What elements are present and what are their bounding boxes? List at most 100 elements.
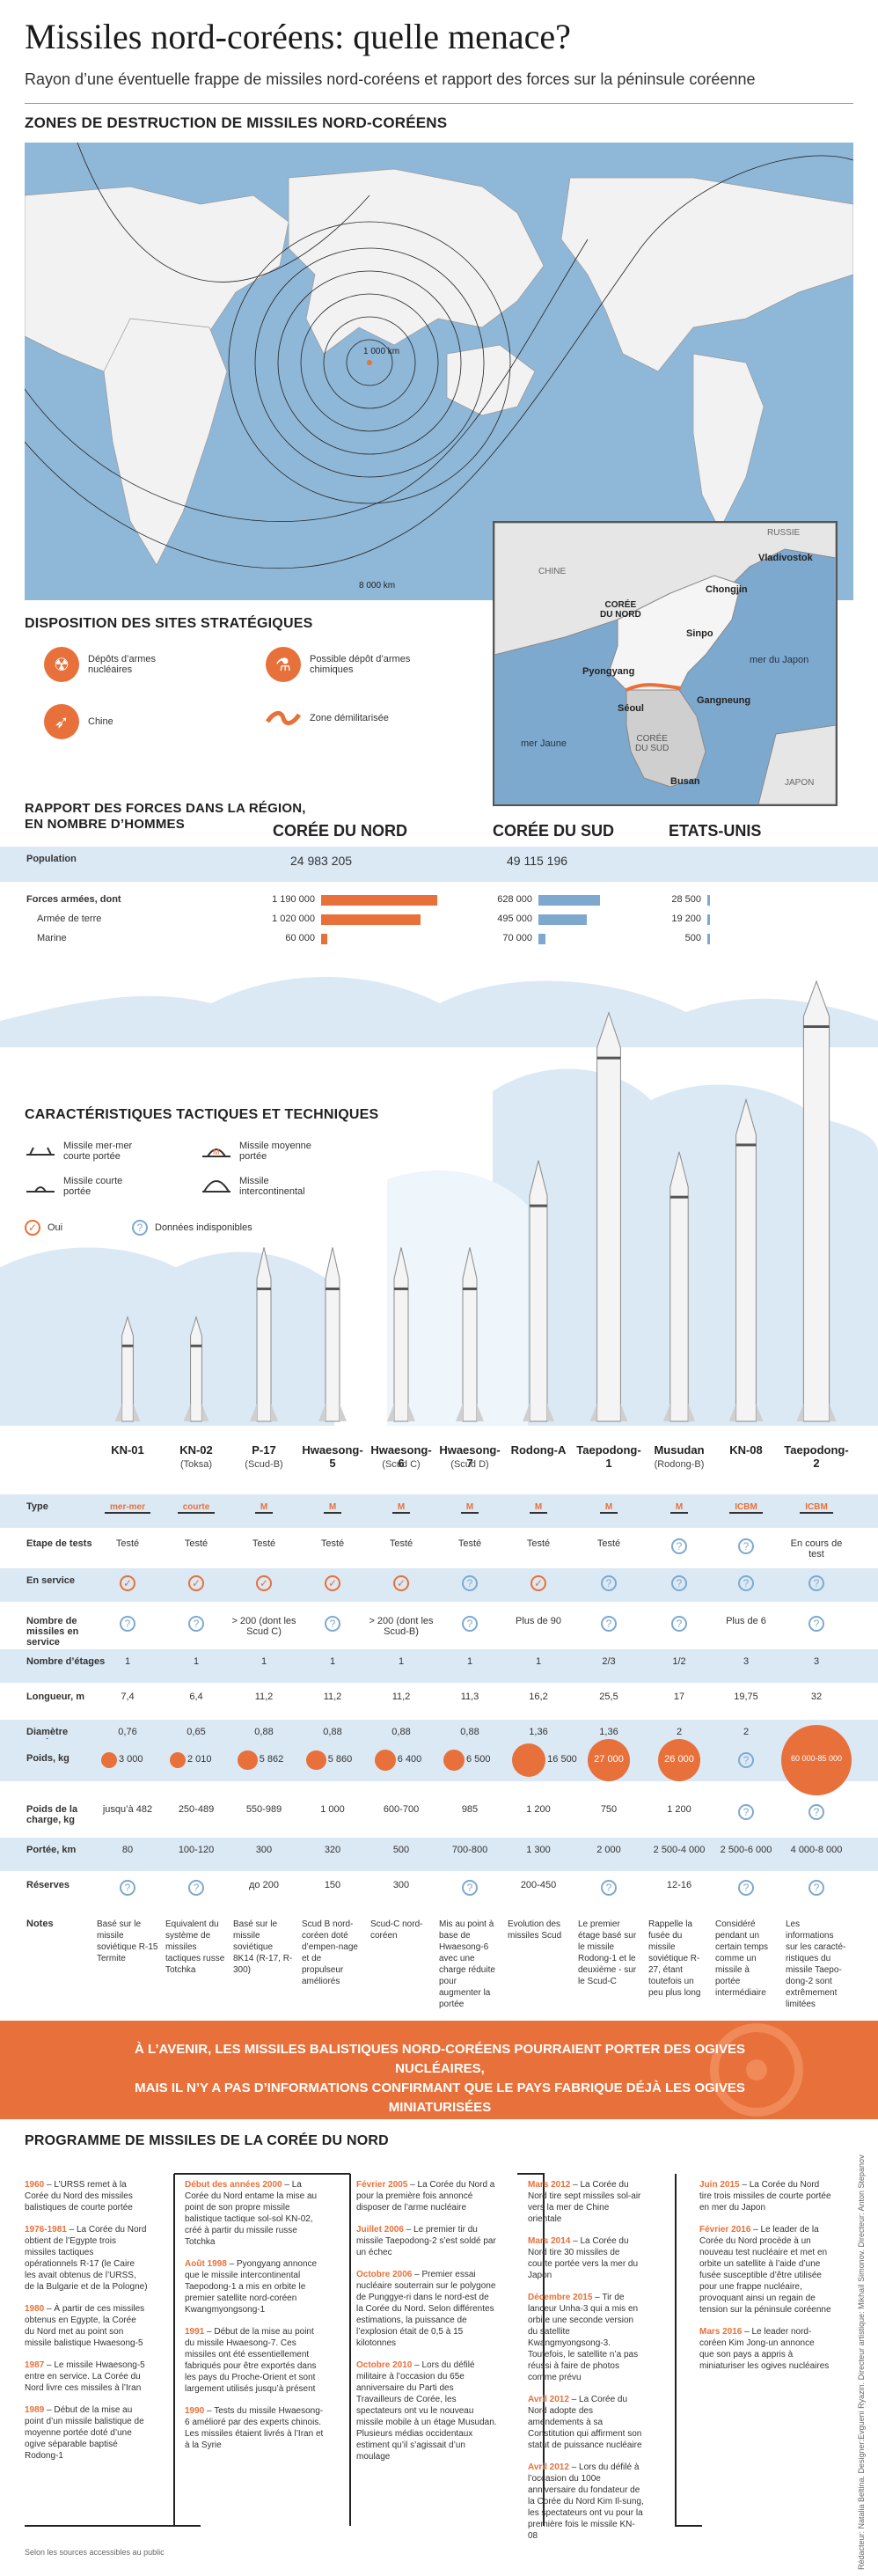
timeline-year: Décembre 2015: [528, 2293, 593, 2302]
timeline-year: Avril 2012: [528, 2395, 569, 2404]
missile-subname: (Scud-B): [245, 1459, 283, 1470]
tech-cell: 0,65: [187, 1727, 206, 1737]
forces-bar-sk: [538, 914, 587, 925]
flask-icon: ⚗: [266, 647, 301, 682]
tech-cell: 250-489: [178, 1804, 215, 1815]
question-icon: ?: [95, 1616, 160, 1632]
tech-cell: En cours de test: [790, 1538, 843, 1560]
question-icon: ?: [576, 1880, 641, 1896]
missile-note: Equivalent du système de missiles tactiq…: [165, 1919, 225, 1975]
missile-note: Scud B nord-coréen doté d’empen-nage et …: [302, 1919, 358, 1986]
tech-cell: Plus de 90: [516, 1616, 561, 1626]
program-column: Juin 2015 – La Corée du Nord tire trois …: [699, 2179, 831, 2382]
timeline-year: 1990: [185, 2406, 205, 2416]
medium-range-icon: M: [202, 1148, 230, 1157]
tech-row-label: Nombre de missiles en service: [26, 1616, 79, 1648]
weight-value: 3 000: [119, 1754, 143, 1765]
weight-bubble: [512, 1743, 546, 1778]
warning-text: À L’AVENIR, LES MISSILES BALISTIQUES NOR…: [135, 2042, 745, 2115]
tech-cell: 11,2: [391, 1692, 411, 1702]
label-chongjin: Chongjin: [706, 584, 748, 595]
missile-name: KN-08: [729, 1443, 763, 1457]
missile-icon: ➶: [44, 704, 79, 739]
missile-shape: [387, 1247, 415, 1422]
tech-cell: 0,88: [460, 1727, 479, 1737]
missile-illustrations: [0, 968, 878, 1426]
timeline-entry: Août 1998 – Pyongyang annonce que le mis…: [185, 2258, 324, 2315]
forces-bar-nk: [321, 914, 421, 925]
weight-value: 6 400: [397, 1754, 422, 1765]
tech-cell: 300: [392, 1880, 410, 1890]
missile-note: Le premier étage basé sur le missile Rod…: [578, 1919, 637, 1986]
timeline-year: Mars 2014: [528, 2236, 571, 2246]
weight-value: 5 860: [327, 1754, 353, 1765]
timeline-entry: 1976-1981 – La Corée du Nord obtient de …: [25, 2224, 148, 2293]
timeline-year: Février 2005: [356, 2180, 408, 2190]
missile-name: Hwaesong-6: [370, 1443, 432, 1470]
dmz-line-icon: [266, 711, 301, 725]
tech-cell: 4 000-8 000: [790, 1845, 843, 1855]
timeline-year: Début des années 2000: [185, 2180, 282, 2190]
missile-shape: [589, 1011, 628, 1422]
tech-row-label: Etape de tests: [26, 1538, 92, 1549]
missile-type-icon: M: [647, 1501, 712, 1514]
tech-cell: 200-450: [520, 1880, 557, 1890]
legend-china: ➶ Chine: [44, 704, 113, 739]
label-vladivostok: Vladivostok: [758, 553, 813, 563]
missile-note: Rappelle la fusée du missile soviétique …: [648, 1919, 701, 1998]
tech-cell: > 200 (dont les Scud-B): [369, 1616, 434, 1637]
label-gangneung: Gangneung: [697, 695, 751, 706]
tech-cell: 2 500-6 000: [720, 1845, 772, 1855]
timeline-entry: Février 2005 – La Corée du Nord a pour l…: [356, 2179, 497, 2213]
missile-name: Taepodong-1: [576, 1443, 641, 1470]
check-icon: ✓: [506, 1575, 571, 1591]
tech-cell: 0,88: [254, 1727, 274, 1737]
tech-cell: 11,2: [254, 1692, 274, 1702]
weight-row-band: [0, 1739, 878, 1781]
warning-banner: [0, 2021, 878, 2119]
tech-cell: 80: [121, 1845, 134, 1855]
missile-shape: [662, 1151, 696, 1422]
timeline-entry: Avril 2012 – La Corée du Nord adopte des…: [528, 2394, 644, 2451]
check-icon: ✓: [369, 1575, 434, 1591]
timeline-text: – Tests du missile Hwaesong-6 amélioré p…: [185, 2406, 324, 2450]
missile-type-icon: M: [437, 1501, 502, 1514]
timeline-text: – Le missile Hwaesong-5 entre en service…: [25, 2360, 145, 2393]
tech-cell: jusqu’à 482: [102, 1804, 153, 1815]
tech-cell: Testé: [457, 1538, 482, 1549]
question-icon: ?: [576, 1575, 641, 1591]
tech-cell: 3: [813, 1656, 820, 1667]
forces-bar-sk: [538, 934, 545, 944]
timeline-entry: 1990 – Tests du missile Hwaesong-6 améli…: [185, 2405, 324, 2451]
population-band: [0, 847, 878, 882]
missile-shape: [114, 1315, 141, 1422]
timeline-entry: Mars 2014 – La Corée du Nord tire 30 mis…: [528, 2235, 644, 2281]
tech-cell: 2: [743, 1727, 750, 1737]
question-icon: ?: [738, 1752, 754, 1768]
question-icon: ?: [647, 1575, 712, 1591]
timeline-entry: Juillet 2006 – Le premier tir du missile…: [356, 2224, 497, 2258]
weight-bubble: [781, 1725, 852, 1795]
forces-value-sk: 49 115 196: [507, 854, 568, 868]
forces-value-us: 28 500: [671, 894, 701, 905]
world-map: 1 000 km 8 000 km: [25, 143, 853, 600]
tech-row-label: Type: [26, 1501, 48, 1512]
forces-row-label: Marine: [37, 933, 67, 943]
timeline-entry: Octobre 2010 – Lors du défilé militaire …: [356, 2359, 497, 2462]
page-subtitle: Rayon d’une éventuelle frappe de missile…: [25, 70, 756, 88]
timeline-text: – Début de la mise au point d’un missile…: [25, 2405, 144, 2461]
timeline-year: Juin 2015: [699, 2180, 740, 2190]
korea-inset-map: RUSSIE CHINE Vladivostok Chongjin CORÉE …: [493, 521, 838, 806]
credits-side: Rédacteur: Natalia Beltina. Designer:Evg…: [857, 2154, 866, 2570]
tech-cell: 550-989: [245, 1804, 282, 1815]
range-label-8000: 8 000 km: [359, 581, 395, 591]
forces-value-sk: 70 000: [502, 933, 532, 943]
question-icon: ?: [300, 1616, 365, 1632]
tech-cell: Testé: [596, 1538, 621, 1549]
question-icon: ?: [713, 1575, 779, 1591]
tech-cell: 150: [324, 1880, 341, 1890]
timeline-year: Avril 2012: [528, 2462, 569, 2472]
tech-cell: 0,88: [323, 1727, 342, 1737]
tech-cell: 1,36: [529, 1727, 548, 1737]
timeline-year: 1960: [25, 2180, 45, 2190]
